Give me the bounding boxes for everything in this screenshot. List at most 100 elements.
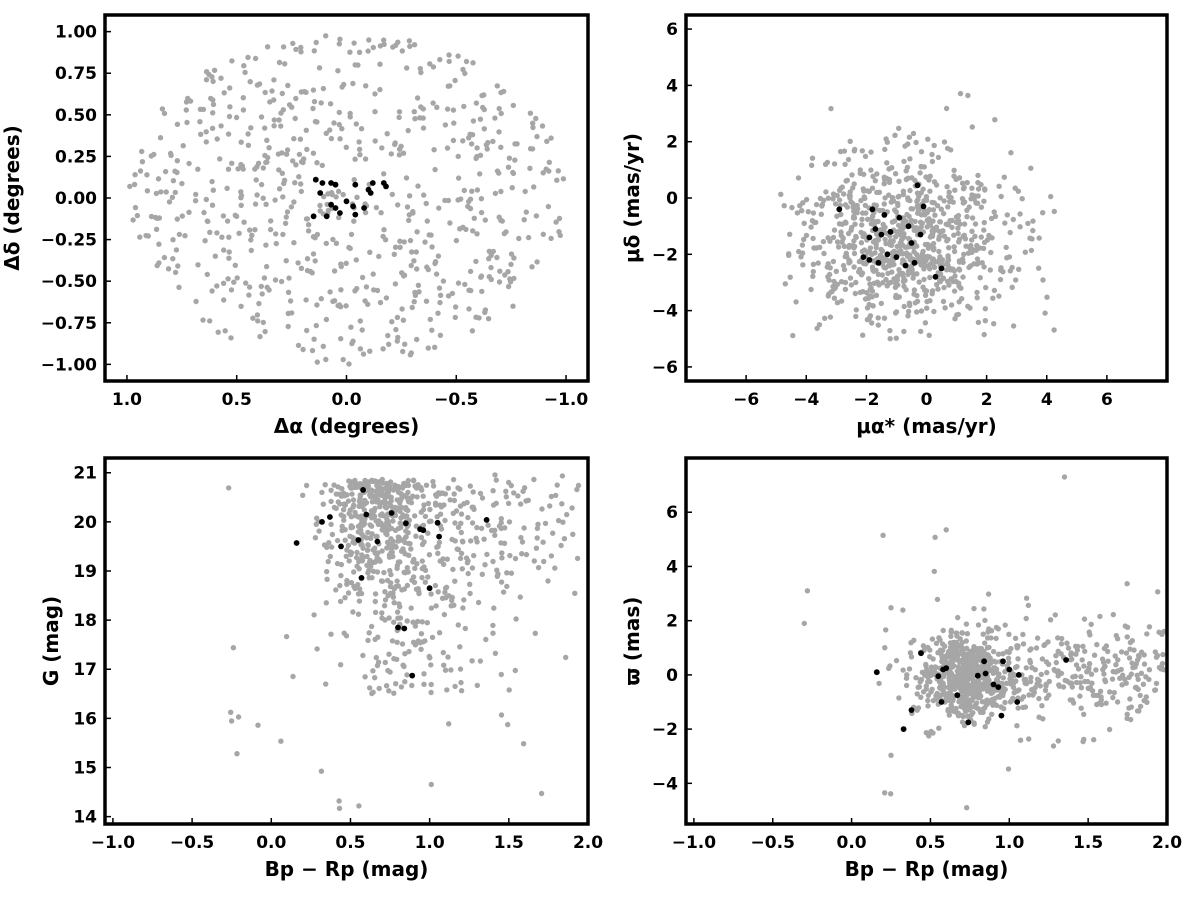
field-star-point [415,482,421,488]
field-star-point [1025,602,1032,609]
field-star-point [383,295,390,301]
field-star-point [232,212,238,218]
field-star-point [402,341,408,347]
field-star-point [893,234,899,240]
field-star-point [490,502,497,508]
field-star-point [881,181,887,187]
field-star-point [504,570,510,576]
field-star-point [446,721,452,727]
field-star-point [832,201,839,207]
field-star-point [1099,656,1106,662]
field-star-point [420,125,427,131]
field-star-point [978,204,985,210]
field-star-point [386,651,392,657]
field-star-point [372,550,378,556]
field-star-point [293,46,299,53]
field-star-point [258,181,265,188]
field-star-point [845,230,852,237]
field-star-point [310,251,317,257]
field-star-point [559,473,566,479]
field-star-point [327,289,333,295]
field-star-point [781,203,787,209]
field-star-point [367,557,373,564]
field-star-point [907,156,913,162]
field-star-point [414,229,420,235]
field-star-point [345,498,352,504]
field-star-point [900,188,907,194]
field-star-point [918,694,924,700]
field-star-point [463,226,469,233]
field-star-point [203,77,210,83]
field-star-point [390,487,397,493]
field-star-point [327,101,334,107]
field-star-point [971,679,977,685]
field-star-point [1007,672,1013,678]
field-star-point [937,261,943,267]
field-star-point [1135,652,1142,659]
field-star-point [365,542,371,548]
field-star-point [318,100,324,106]
field-star-point [534,525,541,532]
field-star-point [442,122,449,128]
field-star-point [347,110,353,117]
field-star-point [444,687,450,693]
field-star-point [184,119,190,126]
field-star-point [951,288,958,294]
field-star-point [907,257,913,263]
field-star-point [484,551,490,558]
field-star-point [1069,684,1076,690]
field-star-point [997,276,1004,283]
field-star-point [912,177,918,184]
field-star-point [209,202,216,208]
field-star-point [974,653,980,660]
field-star-point [1067,680,1073,686]
field-star-point [423,200,429,207]
field-star-point [1015,705,1021,711]
field-star-point [809,155,816,161]
field-star-point [554,177,560,183]
field-star-point [1033,645,1040,651]
field-star-point [481,106,487,113]
field-star-point [948,302,955,308]
field-star-point [388,151,394,157]
field-star-point [506,155,513,161]
field-star-point [865,216,871,222]
proper-motion-xtick-label: −6 [733,390,759,410]
field-star-point [354,285,360,292]
field-star-point [372,545,378,551]
field-star-point [415,638,421,644]
field-star-point [469,328,476,334]
field-star-point [814,325,820,332]
field-star-point [351,583,357,590]
field-star-point [961,199,968,205]
field-star-point [1123,680,1129,686]
field-star-point [430,478,436,485]
field-star-point [405,569,411,575]
field-star-point [956,259,963,265]
field-star-point [570,531,576,537]
field-star-point [384,545,390,551]
field-star-point [969,228,975,234]
field-star-point [423,298,430,304]
field-star-point [461,187,467,194]
colour-parallax-ytick-label: 6 [666,503,678,523]
member-star-point [383,183,389,190]
field-star-point [155,176,162,182]
field-star-point [182,233,188,239]
member-star-point [319,180,326,186]
field-star-point [876,189,883,195]
field-star-point [381,227,387,233]
field-star-point [815,260,821,266]
field-star-point [984,700,991,707]
field-star-point [380,233,386,240]
member-star-point [401,625,408,632]
field-star-point [1012,185,1018,191]
field-star-point [198,131,204,137]
field-star-point [1051,667,1058,674]
field-star-point [467,483,473,489]
field-star-point [229,160,235,166]
field-star-point [931,142,937,149]
field-star-point [241,219,247,225]
field-star-point [400,348,406,355]
field-star-point [422,239,428,245]
